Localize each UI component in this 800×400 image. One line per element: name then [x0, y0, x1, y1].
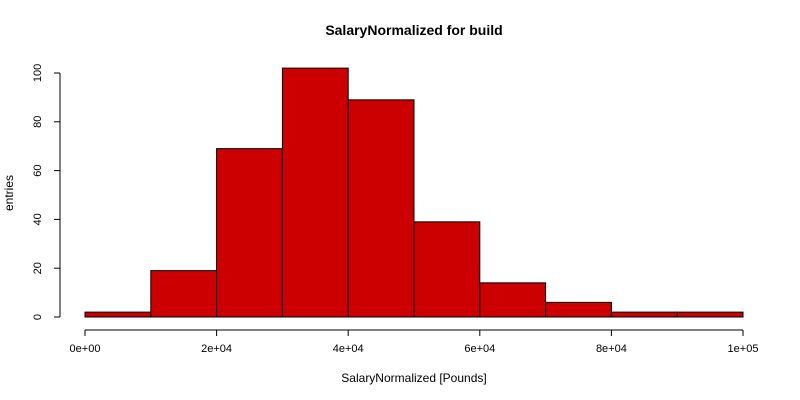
y-axis: 0 20 40 60 80 100 [32, 64, 61, 320]
x-axis-label: SalaryNormalized [Pounds] [341, 371, 486, 385]
y-tick-label: 40 [32, 213, 44, 225]
x-tick-label: 1e+05 [728, 343, 759, 355]
y-tick-label: 100 [32, 64, 44, 82]
histogram-bar [479, 282, 547, 318]
histogram-bar [216, 148, 283, 318]
y-axis-label: entries [2, 175, 16, 211]
x-tick-label: 0e+00 [70, 343, 101, 355]
histogram-bar [281, 67, 349, 318]
y-tick-label: 20 [32, 262, 44, 274]
x-tick-label: 6e+04 [464, 343, 495, 355]
x-tick-label: 8e+04 [596, 343, 627, 355]
x-axis: 0e+00 2e+04 4e+04 6e+04 8e+04 1e+05 [70, 329, 759, 355]
histogram-bar [413, 221, 481, 318]
y-tick-label: 0 [32, 314, 44, 320]
bars-group [84, 67, 744, 318]
histogram-bar [545, 301, 612, 318]
histogram-bar [610, 311, 678, 318]
histogram-bar [150, 270, 218, 318]
histogram-bar [347, 99, 415, 318]
histogram-bar [676, 311, 744, 318]
chart-title: SalaryNormalized for build [325, 22, 502, 38]
x-tick-label: 4e+04 [333, 343, 364, 355]
x-tick-label: 2e+04 [201, 343, 232, 355]
histogram-bar [84, 311, 152, 318]
y-tick-label: 60 [32, 164, 44, 176]
y-tick-label: 80 [32, 116, 44, 128]
